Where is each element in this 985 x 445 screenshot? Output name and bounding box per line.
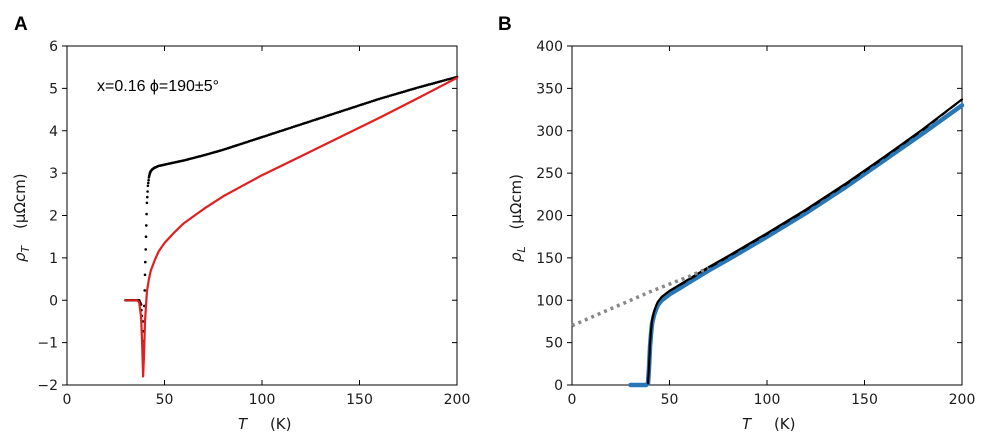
data-point — [146, 195, 149, 199]
y-axis-label-a: ρT (μΩcm) — [11, 173, 33, 262]
data-point — [144, 260, 147, 264]
series-a-red — [124, 76, 459, 378]
data-point — [145, 201, 149, 205]
y-tick-label-b: 300 — [536, 124, 563, 140]
series-b-black — [646, 98, 964, 385]
y-tick-label-a: 5 — [49, 81, 58, 97]
ticks-a: 0 50 100 150 200 −2 −1 0 1 2 3 4 5 6 — [37, 39, 470, 408]
data-point — [146, 184, 150, 188]
y-tick-label-a: −2 — [37, 378, 58, 394]
x-tick-label-a: 50 — [156, 392, 174, 408]
x-tick-label-b: 150 — [851, 392, 878, 408]
y-axis-symbol-a: ρ — [11, 252, 29, 262]
y-tick-label-a: 6 — [49, 39, 58, 55]
x-axis-label-b: T (K) — [742, 415, 796, 433]
y-axis-unit-b: (μΩcm) — [507, 174, 525, 230]
panel-b: B 0 50 100 150 200 0 50 100 150 200 250 300 350 400 T… — [498, 14, 975, 433]
data-point — [144, 235, 148, 238]
y-tick-label-b: 350 — [536, 81, 563, 97]
y-tick-label-a: 0 — [49, 293, 58, 309]
y-tick-label-b: 400 — [536, 39, 563, 55]
plot-frame-b — [571, 45, 963, 386]
y-tick-label-a: 3 — [49, 166, 58, 182]
x-axis-label-a: T (K) — [238, 415, 292, 433]
y-axis-sub-a: T — [19, 244, 32, 252]
panel-label-b: B — [498, 14, 512, 35]
y-axis-unit-a: (μΩcm) — [11, 173, 29, 229]
data-point — [147, 181, 150, 185]
y-axis-symbol-b: ρ — [507, 252, 525, 262]
data-point — [144, 248, 147, 251]
series-b-dotted_gray — [571, 266, 710, 328]
y-tick-label-b: 150 — [536, 251, 563, 267]
x-tick-label-b: 0 — [568, 392, 577, 408]
annotation-a: x=0.16 ϕ=190±5° — [97, 78, 219, 95]
y-tick-label-b: 250 — [536, 166, 563, 182]
data-point — [145, 224, 148, 227]
x-axis-symbol-b: T — [742, 415, 753, 433]
x-tick-label-a: 200 — [444, 392, 471, 408]
series-a-black — [124, 75, 459, 353]
y-axis-sub-b: L — [515, 246, 528, 252]
data-point — [143, 273, 147, 277]
y-tick-label-b: 100 — [536, 293, 563, 309]
y-tick-label-a: 1 — [49, 251, 58, 267]
series-b — [571, 98, 965, 388]
y-tick-label-b: 0 — [554, 378, 563, 394]
panel-a: A 0 50 100 150 200 −2 −1 0 1 2 3 4 5 6 x=0.16 ϕ=190±5… — [11, 14, 470, 433]
data-point — [146, 190, 149, 193]
x-tick-label-b: 100 — [754, 392, 781, 408]
data-point — [143, 289, 146, 292]
x-axis-symbol-a: T — [238, 415, 249, 433]
plot-frame-a — [66, 45, 458, 386]
series-a — [124, 75, 459, 378]
data-point — [147, 178, 150, 182]
panel-label-a: A — [14, 14, 28, 35]
x-tick-label-a: 100 — [249, 392, 276, 408]
x-tick-label-b: 200 — [949, 392, 976, 408]
data-point — [145, 212, 148, 216]
series-b-blue — [628, 103, 965, 388]
ticks-b: 0 50 100 150 200 0 50 100 150 200 250 300 350 400 — [536, 39, 975, 408]
x-axis-unit-b: (K) — [774, 415, 796, 433]
y-tick-label-a: 4 — [49, 124, 58, 140]
y-tick-label-a: 2 — [49, 209, 58, 225]
y-tick-label-b: 50 — [545, 336, 563, 352]
y-axis-label-b: ρL (μΩcm) — [507, 174, 529, 262]
x-axis-unit-a: (K) — [270, 415, 292, 433]
x-tick-label-a: 0 — [63, 392, 72, 408]
series-b-dashed_black — [669, 98, 963, 292]
x-tick-label-b: 50 — [661, 392, 679, 408]
y-tick-label-b: 200 — [536, 209, 563, 225]
x-tick-label-a: 150 — [346, 392, 373, 408]
y-tick-label-a: −1 — [37, 336, 58, 352]
